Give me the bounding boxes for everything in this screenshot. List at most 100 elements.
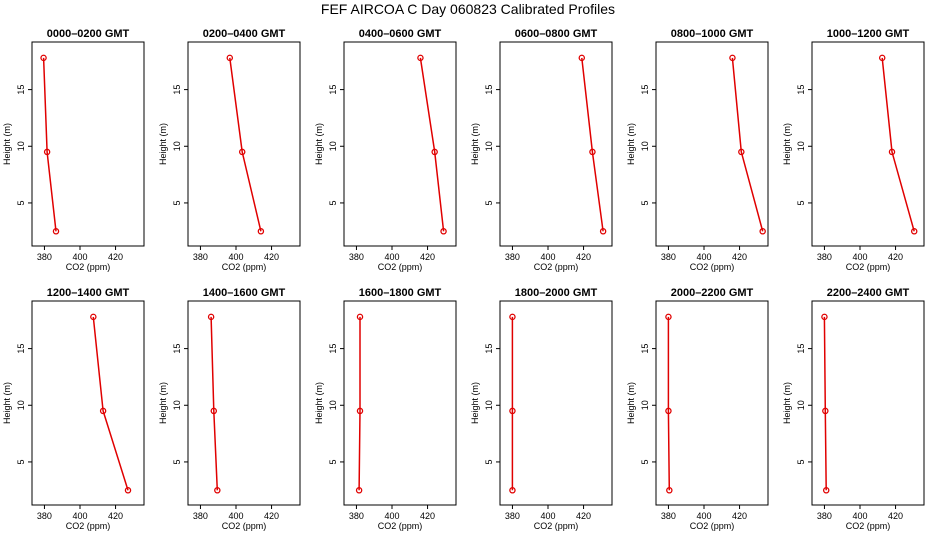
plot-frame	[343, 41, 457, 247]
y-tick-label: 15	[796, 85, 806, 95]
x-tick-label: 380	[817, 252, 832, 262]
data-point	[214, 487, 221, 494]
data-point	[356, 407, 364, 415]
data-point	[589, 148, 596, 156]
plot-frame	[499, 41, 613, 247]
data-point	[124, 487, 132, 494]
y-tick-label: 15	[172, 85, 182, 95]
x-tick-label: 400	[228, 252, 243, 262]
data-point	[910, 228, 918, 235]
plot-frame	[31, 300, 145, 506]
plot-frame	[655, 41, 769, 247]
y-tick-label: 10	[640, 400, 650, 410]
x-axis-label: CO2 (ppm)	[690, 521, 735, 531]
y-axis-label: Height (m)	[2, 123, 12, 165]
x-tick-label: 400	[228, 511, 243, 521]
x-tick-label: 420	[732, 511, 747, 521]
x-axis-label: CO2 (ppm)	[66, 262, 111, 272]
panel-title: 2200–2400 GMT	[827, 287, 910, 299]
y-tick-label: 10	[172, 400, 182, 410]
data-point	[509, 313, 516, 321]
y-axis-label: Height (m)	[782, 123, 792, 165]
data-point	[43, 148, 51, 156]
data-point	[509, 487, 516, 494]
data-point	[90, 313, 97, 321]
y-axis-label: Height (m)	[626, 382, 636, 424]
data-point	[417, 54, 424, 62]
y-tick-label: 5	[172, 200, 182, 205]
x-tick-label: 420	[264, 252, 279, 262]
profile-line	[419, 57, 445, 232]
x-tick-label: 420	[888, 511, 903, 521]
plot-frame	[187, 300, 301, 506]
y-axis-label: Height (m)	[158, 382, 168, 424]
y-tick-label: 5	[484, 459, 494, 464]
y-tick-label: 10	[796, 400, 806, 410]
x-tick-label: 400	[72, 511, 87, 521]
x-tick-label: 380	[37, 252, 52, 262]
x-axis-label: CO2 (ppm)	[378, 262, 423, 272]
profile-line	[667, 316, 671, 491]
y-tick-label: 10	[484, 400, 494, 410]
y-tick-label: 15	[172, 344, 182, 354]
y-tick-label: 5	[640, 459, 650, 464]
y-tick-label: 15	[16, 344, 26, 354]
plot-frame	[343, 300, 457, 506]
y-axis-label: Height (m)	[2, 382, 12, 424]
data-point	[738, 148, 745, 156]
y-tick-label: 15	[640, 344, 650, 354]
y-tick-label: 15	[328, 344, 338, 354]
data-point	[40, 54, 47, 62]
y-tick-label: 5	[16, 459, 26, 464]
y-tick-label: 10	[172, 141, 182, 151]
y-tick-label: 15	[16, 85, 26, 95]
data-point	[759, 228, 766, 235]
y-axis-label: Height (m)	[782, 382, 792, 424]
profile-line	[731, 57, 764, 232]
y-tick-label: 10	[484, 141, 494, 151]
panel-title: 0000–0200 GMT	[47, 28, 130, 40]
y-tick-label: 5	[172, 459, 182, 464]
y-tick-label: 10	[640, 141, 650, 151]
x-tick-label: 380	[37, 511, 52, 521]
x-tick-label: 420	[576, 252, 591, 262]
x-axis-label: CO2 (ppm)	[534, 262, 579, 272]
y-tick-label: 10	[328, 141, 338, 151]
x-tick-label: 420	[888, 252, 903, 262]
y-tick-label: 15	[484, 344, 494, 354]
x-axis-label: CO2 (ppm)	[846, 521, 891, 531]
x-tick-label: 420	[264, 511, 279, 521]
y-tick-label: 5	[796, 200, 806, 205]
data-point	[822, 407, 829, 415]
x-axis-label: CO2 (ppm)	[378, 521, 423, 531]
y-tick-label: 10	[16, 141, 26, 151]
data-point	[599, 228, 607, 235]
y-tick-label: 5	[328, 459, 338, 464]
profile-line	[581, 57, 604, 232]
y-axis-label: Height (m)	[314, 123, 324, 165]
data-point	[509, 407, 516, 415]
data-point	[226, 54, 234, 62]
y-axis-label: Height (m)	[158, 123, 168, 165]
panel-title: 2000–2200 GMT	[671, 287, 754, 299]
plot-frame	[655, 300, 769, 506]
x-tick-label: 380	[193, 511, 208, 521]
data-point	[665, 407, 672, 415]
panel-title: 1600–1800 GMT	[359, 287, 442, 299]
panel-title: 0400–0600 GMT	[359, 28, 442, 40]
plot-frame	[187, 41, 301, 247]
x-tick-label: 380	[661, 511, 676, 521]
x-tick-label: 400	[540, 511, 555, 521]
panel-title: 1800–2000 GMT	[515, 287, 598, 299]
profile-line	[42, 57, 57, 232]
x-tick-label: 400	[72, 252, 87, 262]
panel-title: 0600–0800 GMT	[515, 28, 598, 40]
plot-frame	[811, 300, 925, 506]
x-tick-label: 380	[193, 252, 208, 262]
